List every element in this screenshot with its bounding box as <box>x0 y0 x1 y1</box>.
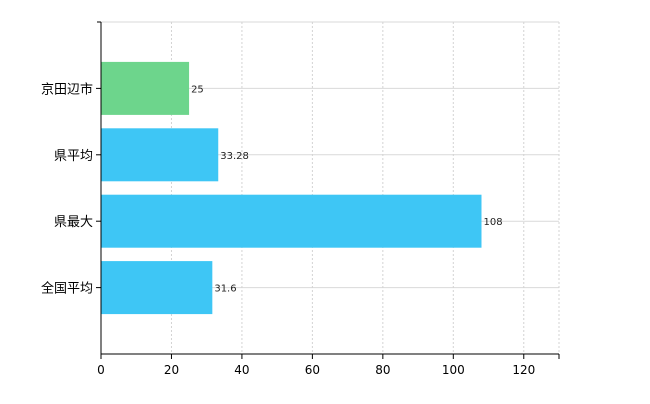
x-tick-label: 120 <box>512 363 535 377</box>
x-tick-label: 20 <box>164 363 179 377</box>
y-tick-label: 県平均 <box>54 149 93 164</box>
bar <box>101 128 219 182</box>
axes <box>96 21 560 359</box>
x-tick-label: 0 <box>97 363 105 377</box>
x-tick-label: 40 <box>234 363 249 377</box>
y-tick-label: 県最大 <box>54 215 93 230</box>
bar <box>101 194 482 248</box>
x-tick-label: 100 <box>442 363 465 377</box>
y-tick-label: 京田辺市 <box>41 81 93 97</box>
bar <box>101 61 190 115</box>
bar <box>101 261 213 315</box>
x-tick-label: 80 <box>375 363 390 377</box>
data-label: 33.28 <box>220 151 249 162</box>
y-tick-label: 全国平均 <box>41 281 93 297</box>
data-label: 31.6 <box>214 284 236 295</box>
bars <box>101 61 482 315</box>
data-label: 108 <box>483 217 502 228</box>
x-tick-label: 60 <box>305 363 320 377</box>
data-label: 25 <box>191 84 204 95</box>
